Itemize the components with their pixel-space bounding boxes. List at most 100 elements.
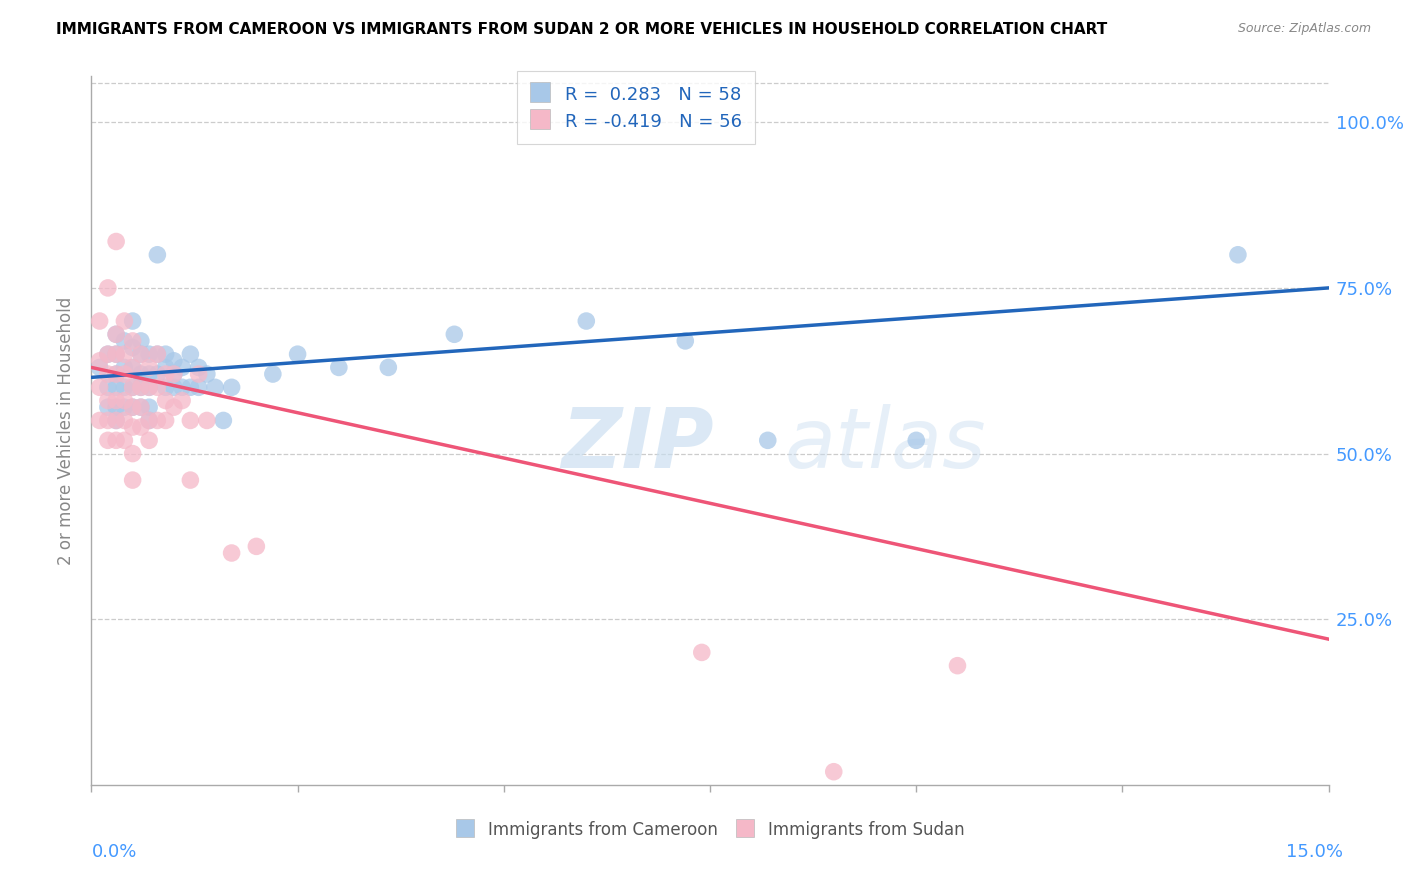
Point xyxy=(105,327,128,342)
Point xyxy=(129,400,152,414)
Point xyxy=(138,347,160,361)
Point xyxy=(97,347,120,361)
Point xyxy=(89,360,111,375)
Point xyxy=(328,360,350,375)
Point xyxy=(121,420,143,434)
Point xyxy=(121,360,143,375)
Point xyxy=(97,281,120,295)
Point xyxy=(673,334,696,348)
Point xyxy=(262,367,284,381)
Point xyxy=(112,314,135,328)
Point xyxy=(97,393,120,408)
Point xyxy=(221,546,243,560)
Point xyxy=(129,380,152,394)
Point xyxy=(129,334,152,348)
Point xyxy=(97,380,120,394)
Point xyxy=(105,393,128,408)
Point xyxy=(112,434,135,448)
Point xyxy=(179,380,201,394)
Point xyxy=(112,360,135,375)
Point xyxy=(155,413,177,427)
Point xyxy=(121,447,143,461)
Point xyxy=(756,434,779,448)
Point xyxy=(105,347,128,361)
Point xyxy=(105,347,128,361)
Point xyxy=(138,400,160,414)
Point xyxy=(121,341,143,355)
Point xyxy=(187,360,209,375)
Point xyxy=(172,393,194,408)
Point xyxy=(179,413,201,427)
Point xyxy=(155,367,177,381)
Point xyxy=(155,360,177,375)
Point xyxy=(690,645,713,659)
Point xyxy=(112,380,135,394)
Point xyxy=(138,413,160,427)
Point xyxy=(138,413,160,427)
Point xyxy=(146,347,169,361)
Point xyxy=(204,380,226,394)
Point xyxy=(89,314,111,328)
Point xyxy=(163,353,186,368)
Point xyxy=(89,380,111,394)
Point xyxy=(195,367,218,381)
Text: ZIP: ZIP xyxy=(561,404,714,485)
Point xyxy=(179,473,201,487)
Point xyxy=(112,367,135,381)
Point xyxy=(163,380,186,394)
Text: 0.0%: 0.0% xyxy=(91,843,136,861)
Point xyxy=(105,235,128,249)
Point xyxy=(105,413,128,427)
Point xyxy=(105,327,128,342)
Point xyxy=(146,248,169,262)
Point xyxy=(105,380,128,394)
Text: IMMIGRANTS FROM CAMEROON VS IMMIGRANTS FROM SUDAN 2 OR MORE VEHICLES IN HOUSEHOL: IMMIGRANTS FROM CAMEROON VS IMMIGRANTS F… xyxy=(56,22,1108,37)
Point xyxy=(212,413,235,427)
Point xyxy=(129,347,152,361)
Point xyxy=(146,380,169,394)
Point xyxy=(155,347,177,361)
Point xyxy=(172,360,194,375)
Point xyxy=(89,353,111,368)
Point xyxy=(155,380,177,394)
Point xyxy=(163,367,186,381)
Point xyxy=(105,367,128,381)
Point xyxy=(121,380,143,394)
Point xyxy=(146,347,169,361)
Point xyxy=(172,380,194,394)
Point xyxy=(97,367,120,381)
Point xyxy=(138,360,160,375)
Point xyxy=(121,334,143,348)
Point xyxy=(105,400,128,414)
Point xyxy=(105,413,128,427)
Point xyxy=(112,400,135,414)
Point xyxy=(179,347,201,361)
Point xyxy=(163,367,186,381)
Point xyxy=(112,393,135,408)
Point xyxy=(221,380,243,394)
Legend: Immigrants from Cameroon, Immigrants from Sudan: Immigrants from Cameroon, Immigrants fro… xyxy=(447,812,973,847)
Point xyxy=(129,367,152,381)
Point xyxy=(823,764,845,779)
Point xyxy=(287,347,309,361)
Point xyxy=(97,413,120,427)
Point xyxy=(129,347,152,361)
Point xyxy=(1226,248,1249,262)
Y-axis label: 2 or more Vehicles in Household: 2 or more Vehicles in Household xyxy=(58,296,76,565)
Point xyxy=(138,367,160,381)
Point xyxy=(121,314,143,328)
Point xyxy=(187,380,209,394)
Point xyxy=(129,380,152,394)
Point xyxy=(97,434,120,448)
Point xyxy=(121,400,143,414)
Point xyxy=(121,380,143,394)
Point xyxy=(105,434,128,448)
Point xyxy=(163,400,186,414)
Point xyxy=(97,347,120,361)
Point xyxy=(121,360,143,375)
Point xyxy=(89,413,111,427)
Point xyxy=(146,367,169,381)
Point xyxy=(905,434,928,448)
Point xyxy=(138,434,160,448)
Point xyxy=(121,400,143,414)
